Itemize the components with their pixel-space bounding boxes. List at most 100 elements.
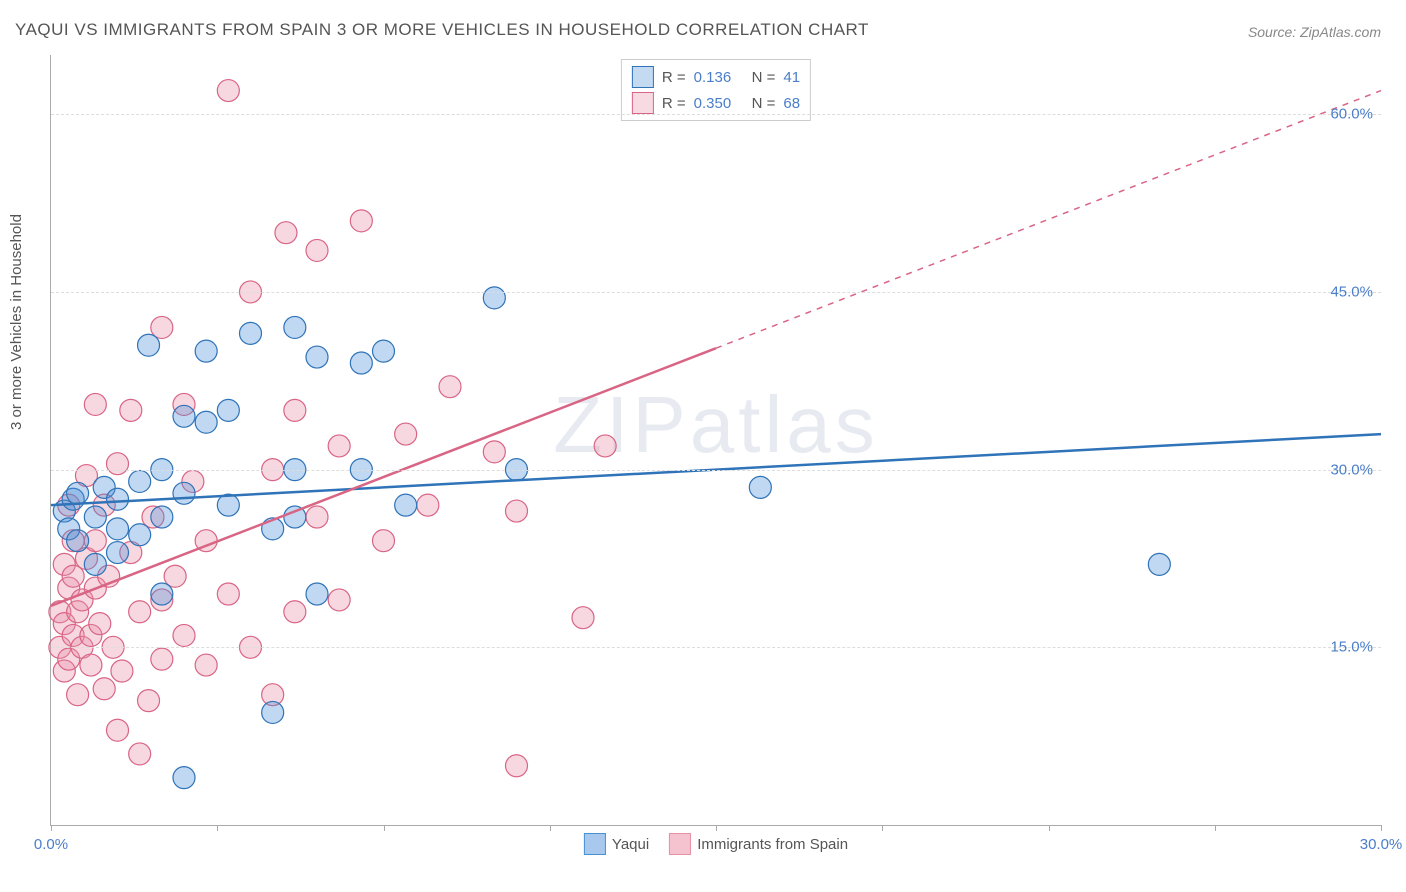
scatter-svg bbox=[51, 55, 1381, 825]
scatter-point bbox=[80, 654, 102, 676]
legend-r-value: 0.136 bbox=[694, 69, 744, 86]
legend-row: R = 0.136 N = 41 bbox=[632, 64, 800, 90]
plot-area: ZIPatlas R =0.136N =41R =0.350N =68 Yaqu… bbox=[50, 55, 1381, 826]
legend-label: Yaqui bbox=[612, 836, 649, 853]
scatter-point bbox=[195, 340, 217, 362]
legend-swatch bbox=[584, 833, 606, 855]
scatter-point bbox=[594, 435, 616, 457]
legend-item: Immigrants from Spain bbox=[669, 833, 848, 855]
x-tick-mark bbox=[1215, 825, 1216, 831]
scatter-point bbox=[749, 476, 771, 498]
x-tick-label: 30.0% bbox=[1360, 836, 1403, 853]
scatter-point bbox=[275, 222, 297, 244]
scatter-point bbox=[129, 601, 151, 623]
scatter-point bbox=[84, 393, 106, 415]
scatter-point bbox=[306, 346, 328, 368]
scatter-point bbox=[217, 399, 239, 421]
series-legend: Yaqui Immigrants from Spain bbox=[584, 833, 848, 855]
scatter-point bbox=[350, 210, 372, 232]
scatter-point bbox=[89, 613, 111, 635]
x-tick-mark bbox=[882, 825, 883, 831]
scatter-point bbox=[284, 601, 306, 623]
trend-line-extrapolated bbox=[716, 91, 1381, 349]
scatter-point bbox=[417, 494, 439, 516]
scatter-point bbox=[138, 334, 160, 356]
x-tick-mark bbox=[716, 825, 717, 831]
correlation-legend: R = 0.136 N = 41R = 0.350 N = 68 bbox=[621, 59, 811, 121]
legend-swatch bbox=[632, 92, 654, 114]
chart-title: YAQUI VS IMMIGRANTS FROM SPAIN 3 OR MORE… bbox=[15, 20, 869, 40]
scatter-point bbox=[84, 553, 106, 575]
legend-r-label: R = bbox=[662, 69, 686, 86]
legend-r-value: 0.350 bbox=[694, 95, 744, 112]
x-tick-mark bbox=[1049, 825, 1050, 831]
scatter-point bbox=[129, 524, 151, 546]
scatter-point bbox=[306, 506, 328, 528]
legend-n-label: N = bbox=[752, 95, 776, 112]
y-tick-label: 60.0% bbox=[1330, 106, 1373, 123]
x-tick-mark bbox=[550, 825, 551, 831]
legend-n-value: 41 bbox=[783, 69, 800, 86]
scatter-point bbox=[217, 494, 239, 516]
legend-label: Immigrants from Spain bbox=[697, 836, 848, 853]
scatter-point bbox=[217, 80, 239, 102]
x-tick-mark bbox=[384, 825, 385, 831]
scatter-point bbox=[93, 678, 115, 700]
scatter-point bbox=[262, 701, 284, 723]
scatter-point bbox=[67, 530, 89, 552]
scatter-point bbox=[328, 435, 350, 457]
scatter-point bbox=[195, 411, 217, 433]
scatter-point bbox=[120, 399, 142, 421]
scatter-point bbox=[373, 340, 395, 362]
scatter-point bbox=[151, 583, 173, 605]
gridline bbox=[51, 647, 1381, 648]
scatter-point bbox=[129, 470, 151, 492]
scatter-point bbox=[84, 506, 106, 528]
scatter-point bbox=[173, 767, 195, 789]
scatter-point bbox=[111, 660, 133, 682]
y-axis-label: 3 or more Vehicles in Household bbox=[8, 214, 25, 430]
legend-n-label: N = bbox=[752, 69, 776, 86]
gridline bbox=[51, 470, 1381, 471]
gridline bbox=[51, 292, 1381, 293]
scatter-point bbox=[306, 239, 328, 261]
scatter-point bbox=[572, 607, 594, 629]
scatter-point bbox=[107, 542, 129, 564]
scatter-point bbox=[328, 589, 350, 611]
scatter-point bbox=[173, 624, 195, 646]
legend-row: R =0.350N =68 bbox=[632, 90, 800, 116]
scatter-point bbox=[483, 287, 505, 309]
scatter-point bbox=[138, 690, 160, 712]
scatter-point bbox=[195, 654, 217, 676]
scatter-point bbox=[373, 530, 395, 552]
x-tick-mark bbox=[1381, 825, 1382, 831]
x-tick-mark bbox=[217, 825, 218, 831]
scatter-point bbox=[395, 423, 417, 445]
trend-line bbox=[51, 348, 716, 606]
scatter-point bbox=[506, 500, 528, 522]
scatter-point bbox=[151, 648, 173, 670]
scatter-point bbox=[67, 482, 89, 504]
scatter-point bbox=[306, 583, 328, 605]
x-tick-label: 0.0% bbox=[34, 836, 68, 853]
legend-swatch bbox=[669, 833, 691, 855]
gridline bbox=[51, 114, 1381, 115]
legend-swatch bbox=[632, 66, 654, 88]
scatter-point bbox=[129, 743, 151, 765]
scatter-point bbox=[395, 494, 417, 516]
scatter-point bbox=[217, 583, 239, 605]
x-tick-mark bbox=[51, 825, 52, 831]
source-attribution: Source: ZipAtlas.com bbox=[1248, 24, 1381, 40]
y-tick-label: 15.0% bbox=[1330, 639, 1373, 656]
scatter-point bbox=[67, 684, 89, 706]
scatter-point bbox=[173, 482, 195, 504]
scatter-point bbox=[173, 405, 195, 427]
scatter-point bbox=[483, 441, 505, 463]
scatter-point bbox=[439, 376, 461, 398]
scatter-point bbox=[506, 755, 528, 777]
legend-item: Yaqui bbox=[584, 833, 649, 855]
scatter-point bbox=[240, 322, 262, 344]
scatter-point bbox=[107, 453, 129, 475]
scatter-point bbox=[107, 518, 129, 540]
legend-n-value: 68 bbox=[783, 95, 800, 112]
